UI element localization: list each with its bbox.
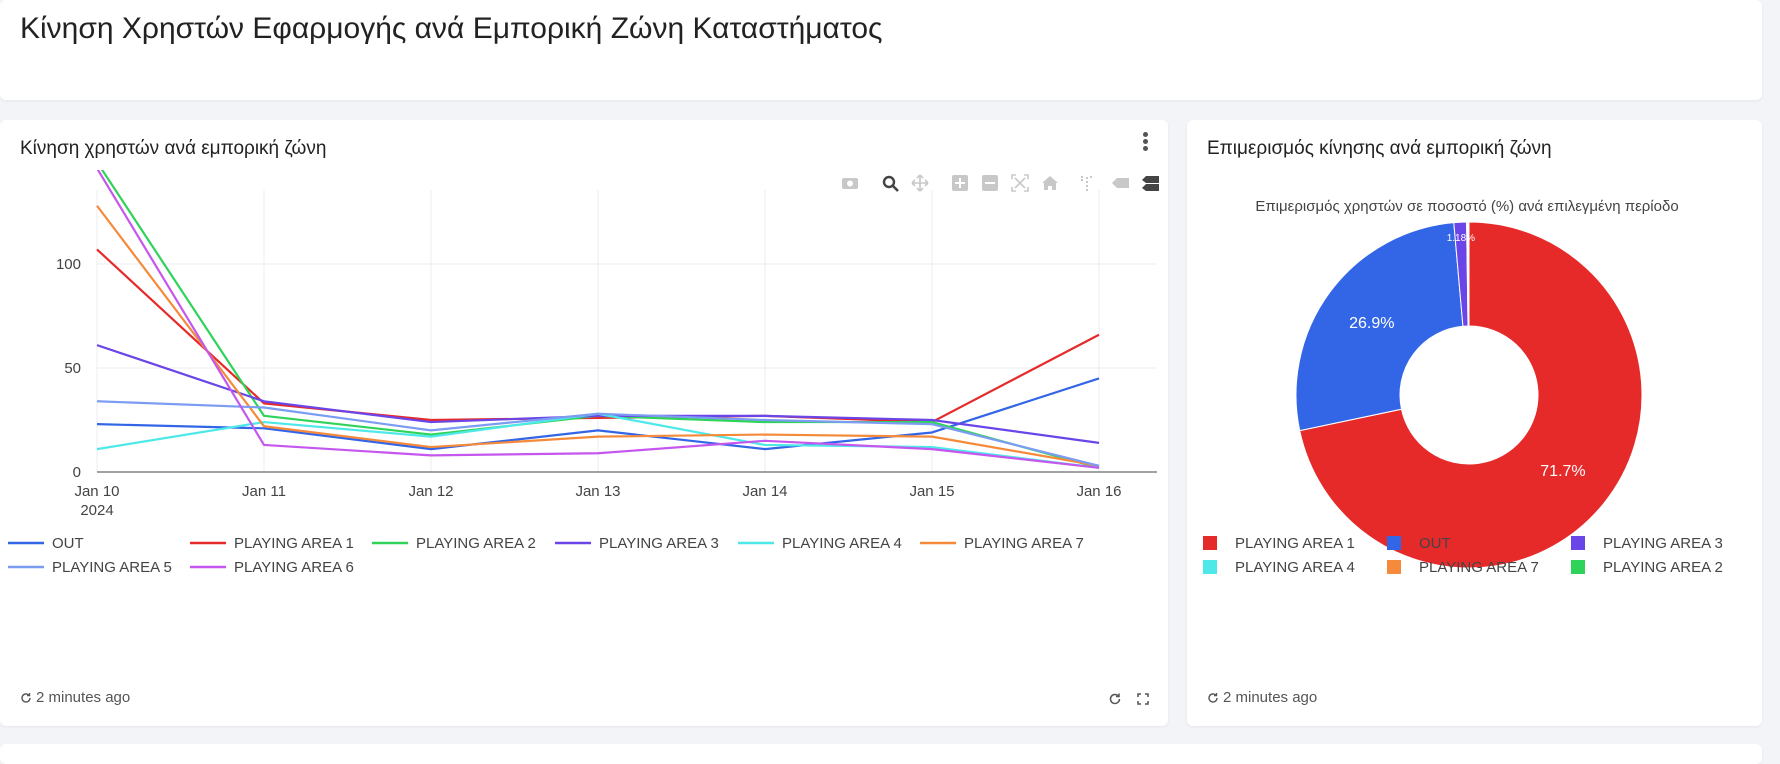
last-updated: 2 minutes ago <box>20 689 130 706</box>
pan-icon[interactable] <box>911 174 929 192</box>
legend-label: PLAYING AREA 3 <box>599 535 719 552</box>
slice-label: 71.7% <box>1540 463 1585 480</box>
pie-legend: PLAYING AREA 1 OUT PLAYING AREA 3 PLAYING A… <box>1203 535 1723 576</box>
legend-label: OUT <box>52 535 84 552</box>
chart-modebar <box>842 174 1159 192</box>
x-tick-label: Jan 12 <box>408 483 453 500</box>
legend-label: PLAYING AREA 3 <box>1603 535 1723 552</box>
legend-swatch <box>1571 536 1585 550</box>
pie-chart: Επιμερισμός χρηστών σε ποσοστό (%) ανά ε… <box>1203 198 1723 576</box>
legend-item[interactable]: OUT <box>1387 535 1451 552</box>
chart-legend: OUT PLAYING AREA 1 PLAYING AREA 2 PLAYING A… <box>8 535 1084 576</box>
spike-lines-icon[interactable] <box>1081 176 1094 191</box>
series-line <box>96 170 1100 469</box>
fullscreen-icon[interactable] <box>1136 692 1150 706</box>
zoom-in-icon[interactable] <box>952 175 968 191</box>
next-card-edge <box>0 744 1762 764</box>
legend-item[interactable]: OUT <box>8 535 84 552</box>
legend-label: PLAYING AREA 7 <box>1419 559 1539 576</box>
legend-item[interactable]: PLAYING AREA 2 <box>372 535 536 552</box>
pie-slices: 71.7% 26.9% 1.18% <box>1295 221 1643 569</box>
legend-label: OUT <box>1419 535 1451 552</box>
legend-swatch <box>1387 536 1401 550</box>
slice-label: 26.9% <box>1349 315 1394 332</box>
last-updated: 2 minutes ago <box>1207 689 1317 706</box>
x-tick-label: Jan 10 <box>74 483 119 500</box>
header-card: Κίνηση Χρηστών Εφαρμογής ανά Εμπορική Ζώ… <box>0 0 1762 100</box>
pie-slice <box>1295 222 1464 432</box>
series-line <box>96 205 1100 467</box>
y-tick-label: 100 <box>56 256 81 273</box>
autoscale-icon[interactable] <box>1011 174 1029 192</box>
legend-item[interactable]: PLAYING AREA 3 <box>555 535 719 552</box>
legend-swatch <box>1203 536 1217 550</box>
refresh-small-icon <box>21 692 31 703</box>
legend-label: PLAYING AREA 5 <box>52 559 172 576</box>
legend-item[interactable]: PLAYING AREA 2 <box>1571 559 1723 576</box>
slice-label: 1.18% <box>1447 233 1475 244</box>
x-tick-label: Jan 14 <box>742 483 787 500</box>
legend-label: PLAYING AREA 1 <box>234 535 354 552</box>
refresh-small-icon <box>1208 692 1218 703</box>
line-chart-card: Κίνηση χρηστών ανά εμπορική ζώνη 0501001… <box>0 120 1168 726</box>
legend-swatch <box>1387 560 1401 574</box>
pie-chart-title: Επιμερισμός χρηστών σε ποσοστό (%) ανά ε… <box>1255 198 1678 215</box>
line-chart-title: Κίνηση χρηστών ανά εμπορική ζώνη <box>20 138 327 159</box>
chart-grid <box>96 190 1157 473</box>
x-tick-label: Jan 13 <box>575 483 620 500</box>
legend-item[interactable]: PLAYING AREA 5 <box>8 559 172 576</box>
legend-item[interactable]: PLAYING AREA 7 <box>1387 559 1539 576</box>
hover-closest-icon[interactable] <box>1112 178 1129 188</box>
y-tick-label: 0 <box>73 464 81 481</box>
legend-label: PLAYING AREA 1 <box>1235 535 1355 552</box>
legend-swatch <box>1571 560 1585 574</box>
legend-label: PLAYING AREA 4 <box>1235 559 1355 576</box>
y-tick-label: 50 <box>64 360 81 377</box>
x-tick-label: Jan 15 <box>909 483 954 500</box>
refresh-icon[interactable] <box>1108 692 1122 706</box>
series-line <box>96 400 1100 467</box>
legend-label: PLAYING AREA 6 <box>234 559 354 576</box>
x-year-label: 2024 <box>80 502 113 519</box>
pie-chart-card: Επιμερισμός κίνησης ανά εμπορική ζώνη Επ… <box>1187 120 1762 726</box>
legend-label: PLAYING AREA 2 <box>416 535 536 552</box>
legend-label: PLAYING AREA 4 <box>782 535 902 552</box>
hover-compare-icon[interactable] <box>1142 176 1159 191</box>
x-tick-label: Jan 11 <box>242 483 286 500</box>
zoom-icon[interactable] <box>882 175 899 192</box>
pie-chart-card-title: Επιμερισμός κίνησης ανά εμπορική ζώνη <box>1207 138 1552 159</box>
series-line <box>96 344 1100 444</box>
legend-item[interactable]: PLAYING AREA 1 <box>190 535 354 552</box>
legend-item[interactable]: PLAYING AREA 4 <box>1203 559 1355 576</box>
legend-item[interactable]: PLAYING AREA 1 <box>1203 535 1355 552</box>
last-updated-text: 2 minutes ago <box>36 689 131 706</box>
legend-item[interactable]: PLAYING AREA 3 <box>1571 535 1723 552</box>
zoom-out-icon[interactable] <box>982 175 998 191</box>
page-title: Κίνηση Χρηστών Εφαρμογής ανά Εμπορική Ζώ… <box>20 12 883 45</box>
legend-item[interactable]: PLAYING AREA 7 <box>920 535 1084 552</box>
legend-label: PLAYING AREA 2 <box>1603 559 1723 576</box>
more-options-icon[interactable] <box>1140 130 1150 156</box>
legend-label: PLAYING AREA 7 <box>964 535 1084 552</box>
legend-item[interactable]: PLAYING AREA 4 <box>738 535 902 552</box>
legend-swatch <box>1203 560 1217 574</box>
last-updated-text: 2 minutes ago <box>1223 689 1318 706</box>
pie-slice <box>1299 221 1643 569</box>
x-tick-label: Jan 16 <box>1076 483 1121 500</box>
home-icon[interactable] <box>1042 176 1058 190</box>
legend-item[interactable]: PLAYING AREA 6 <box>190 559 354 576</box>
chart-lines <box>96 170 1100 469</box>
pie-slice <box>1467 221 1470 327</box>
series-line <box>96 377 1100 451</box>
camera-icon[interactable] <box>842 178 858 189</box>
